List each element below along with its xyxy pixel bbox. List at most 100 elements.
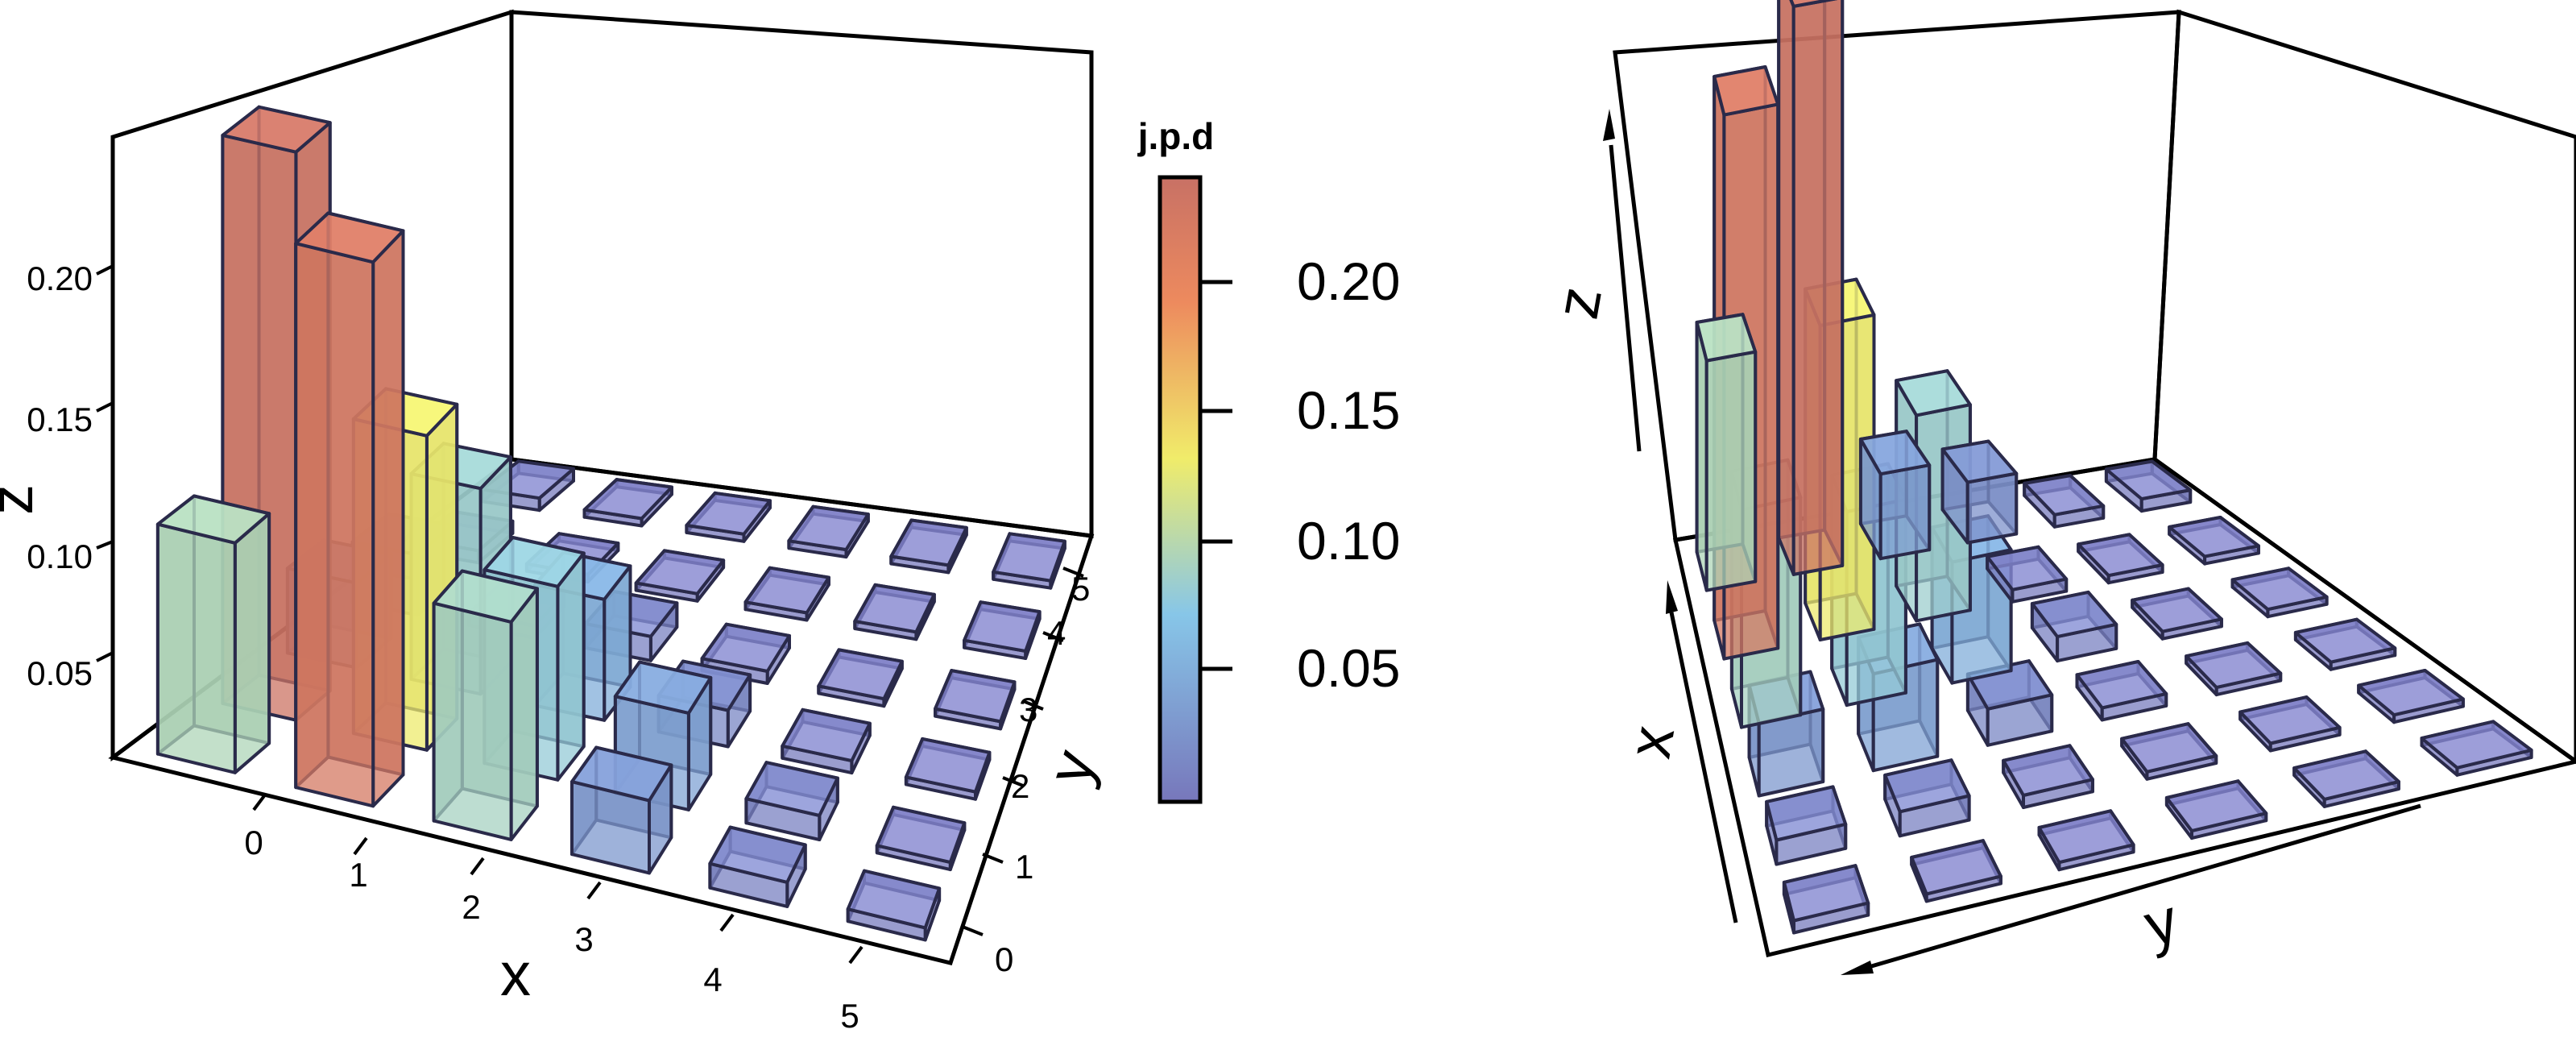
bar-top-face	[2077, 533, 2164, 578]
left-y-tick-label: 0	[995, 940, 1013, 978]
bar-top-face	[708, 825, 807, 884]
left-bar-x5-y4	[963, 600, 1042, 660]
left-bar-x5-y5	[992, 532, 1066, 590]
bar-top-face	[2164, 779, 2268, 833]
bar-top-face	[1940, 439, 2019, 484]
right-bar-x4-y2	[2002, 744, 2094, 809]
left-y-tick-label: 2	[1011, 767, 1029, 805]
left-x-tick-label: 2	[462, 888, 480, 926]
bar-top-face	[2185, 641, 2283, 690]
colorbar-tick-label: 0.15	[1297, 380, 1400, 440]
left-z-tick-label: 0.20	[27, 259, 93, 297]
bar-top-face	[221, 105, 332, 154]
bar-top-face	[700, 622, 791, 673]
bar-top-face	[2168, 516, 2260, 558]
left-bar-x4-y2	[781, 708, 872, 775]
left-z-axis-label: z	[0, 484, 46, 515]
bar-top-face	[963, 600, 1042, 653]
right-bar-x0-y0	[1695, 313, 1758, 592]
left-y-axis: 0 1 2 3 4 5 y	[962, 567, 1109, 978]
bar-top-face	[2023, 474, 2106, 517]
bar-top-face	[846, 869, 942, 930]
right-bar-x2-y3	[2030, 590, 2118, 663]
bar-top-face	[1695, 313, 1758, 363]
bar-top-face	[1895, 369, 1972, 417]
x-arrow-head-icon	[1666, 580, 1678, 614]
right-z-axis: z	[1543, 109, 1642, 452]
bar-top-face	[1782, 864, 1870, 923]
z-arrow-head-icon	[1603, 109, 1615, 141]
left-bar-x5-y0	[846, 869, 942, 942]
bar-side-face	[1878, 463, 1932, 561]
bar-top-face	[2357, 669, 2465, 717]
left-bar-x5-y1	[875, 805, 967, 872]
right-bar-x5-y5	[2420, 720, 2533, 777]
right-bar-x4-y3	[2120, 722, 2218, 781]
bar-top-face	[2230, 567, 2329, 612]
bar-side-face	[155, 522, 237, 774]
bar-top-face	[432, 569, 539, 624]
bar-top-face	[634, 549, 726, 596]
colorbar-legend: j.p.d 0.05 0.10 0.15 0.20	[1137, 115, 1400, 804]
right-bar-x0-y3	[1940, 439, 2019, 545]
left-bar-x4-y0	[708, 825, 807, 908]
bar-top-face	[2104, 459, 2193, 501]
left-bar-x1-y0	[294, 211, 405, 808]
left-bars-layer	[155, 105, 1066, 942]
bar-top-face	[875, 805, 967, 865]
bar-top-face	[2420, 720, 2533, 770]
right-y-axis-label: y	[2137, 886, 2185, 960]
bar-side-face	[1777, 0, 1795, 576]
left-x-axis: 0 1 2 3 4 5 x	[244, 792, 863, 1035]
bar-top-face	[781, 708, 872, 763]
bar-top-face	[2293, 617, 2397, 664]
right-bar-x4-y0	[1765, 785, 1848, 866]
colorbar-tick-label: 0.20	[1297, 251, 1400, 311]
bar-side-face	[432, 601, 513, 841]
left-y-tick-label: 1	[1015, 848, 1033, 886]
right-bar-x5-y1	[1910, 839, 2002, 903]
left-bar-x3-y5	[787, 504, 870, 559]
right-bar-x5-y3	[2164, 779, 2268, 840]
left-bar-x4-y1	[744, 761, 839, 841]
colorbar-tick-label: 0.05	[1297, 638, 1400, 698]
y-arrow-head-icon	[1841, 961, 1874, 975]
left-y-tick-label: 4	[1047, 614, 1066, 652]
bar-top-face	[685, 491, 772, 536]
bar-top-face	[853, 583, 936, 634]
right-bar-x1-y5	[2168, 516, 2260, 566]
left-bar-x3-y4	[743, 566, 830, 622]
left-z-tick-label: 0.05	[27, 654, 93, 692]
bar-top-face	[817, 648, 904, 701]
left-z-axis: 0.05 0.10 0.15 0.20 z	[0, 259, 114, 692]
right-bar3d-panel: z x y	[1543, 0, 2576, 975]
left-x-tick-label: 5	[840, 997, 859, 1035]
bar-top-face	[613, 660, 713, 715]
bar-top-face	[743, 566, 830, 615]
right-bar-x5-y4	[2292, 749, 2400, 808]
left-y-tick-label: 3	[1019, 691, 1037, 728]
bar-top-face	[2075, 660, 2168, 710]
left-z-tick-label: 0.10	[27, 537, 93, 575]
left-y-axis-label: y	[1034, 742, 1109, 792]
right-bar-x0-y4	[2023, 474, 2106, 529]
bar-top-face	[2030, 590, 2118, 639]
bar-top-face	[2037, 809, 2135, 865]
bar-top-face	[2292, 749, 2400, 801]
right-bar-x4-y5	[2357, 669, 2465, 724]
bar-top-face	[2238, 695, 2342, 745]
left-bar-x4-y3	[817, 648, 904, 708]
right-bar-x2-y5	[2230, 567, 2329, 619]
bar-top-face	[570, 745, 673, 803]
bar-top-face	[1789, 0, 1838, 8]
left-bar-x3-y3	[700, 622, 791, 685]
left-x-tick-label: 3	[574, 920, 593, 958]
left-x-tick-label: 0	[244, 824, 263, 861]
bar-top-face	[1713, 65, 1780, 117]
left-bar3d-panel: 0.05 0.10 0.15 0.20 z 0 1 2 3 4 5 x	[0, 9, 1109, 1035]
bar-top-face	[294, 211, 405, 264]
bar-top-face	[2131, 587, 2223, 633]
right-bar-x3-y3	[2075, 660, 2168, 722]
right-bar-x1-y4	[2077, 533, 2164, 585]
left-bar-x2-y5	[685, 491, 772, 543]
